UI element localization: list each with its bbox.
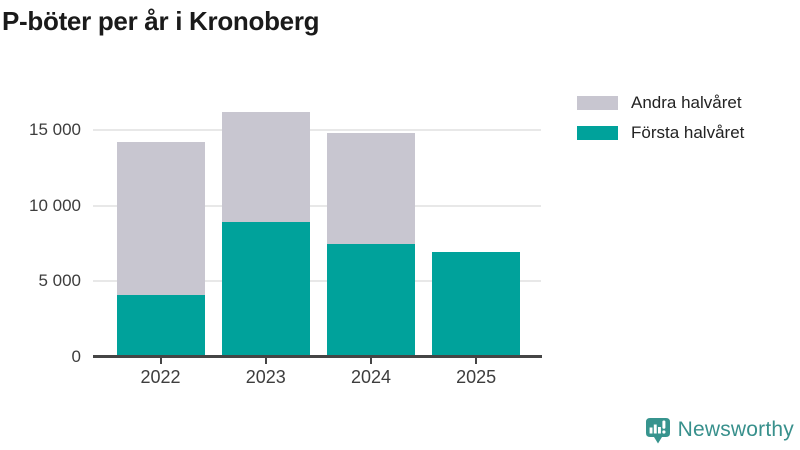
bar-segment-forsta-2025 — [432, 251, 521, 357]
legend-label-forsta: Första halvåret — [631, 123, 745, 142]
y-tick-label-0: 0 — [71, 347, 81, 366]
newsworthy-wordmark: Newsworthy — [677, 418, 794, 441]
plot-area — [93, 100, 542, 364]
bar-segment-andra-2024 — [327, 132, 415, 244]
x-tick-2025 — [475, 358, 478, 364]
bar-segment-forsta-2024 — [327, 243, 415, 357]
y-tick-label-5000: 5 000 — [38, 271, 81, 291]
gridline-5000 — [93, 280, 541, 283]
bar-segment-forsta-2022 — [116, 295, 205, 357]
newsworthy-logo[interactable]: Newsworthy — [645, 415, 794, 445]
y-tick-label-15000: 15 000 — [29, 120, 81, 140]
x-tick-label-2022: 2022 — [140, 367, 181, 387]
x-tick-label-2025: 2025 — [456, 367, 497, 387]
bar-segment-andra-2022 — [116, 142, 205, 296]
legend-item-forsta: Första halvåret — [577, 123, 744, 143]
x-tick-2022 — [159, 358, 162, 364]
legend-item-andra: Andra halvåret — [577, 93, 744, 113]
bar-segment-forsta-2023 — [221, 222, 310, 357]
x-axis-line — [93, 355, 542, 358]
legend-swatch-andra — [577, 96, 618, 110]
x-tick-2023 — [264, 358, 267, 364]
x-tick-label-2023: 2023 — [245, 367, 286, 387]
legend-label-andra: Andra halvåret — [631, 93, 742, 112]
legend-swatch-forsta — [577, 126, 618, 140]
x-tick-2024 — [370, 358, 372, 364]
bar-segment-andra-2023 — [221, 112, 310, 223]
legend: Andra halvåret Första halvåret — [577, 93, 744, 143]
gridline-10000 — [93, 204, 541, 207]
x-tick-label-2024: 2024 — [350, 367, 392, 387]
gridline-15000 — [93, 129, 541, 132]
newsworthy-icon — [645, 417, 670, 443]
chart-title: P-böter per år i Kronoberg — [2, 6, 320, 36]
y-tick-label-10000: 10 000 — [29, 195, 81, 215]
